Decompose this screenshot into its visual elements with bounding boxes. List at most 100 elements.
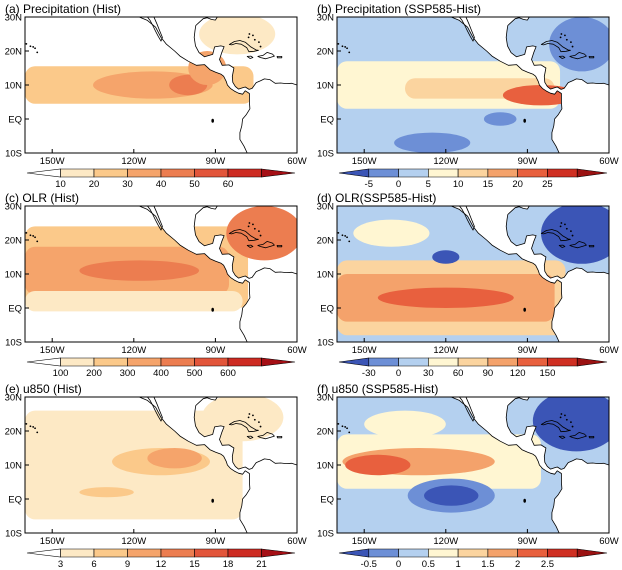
colorbar-segment — [160, 357, 195, 367]
island-11 — [337, 42, 340, 45]
colorbar-label: 10 — [453, 179, 464, 190]
x-tick-label: 150W — [40, 345, 65, 356]
y-tick-label: 20N — [317, 47, 335, 58]
y-tick-label: 10N — [317, 270, 335, 281]
x-tick-label: 120W — [433, 536, 458, 547]
island-9 — [32, 426, 35, 428]
panel-c-map: 150W 120W 90W 60W 30N 20N 10N EQ 10S — [5, 202, 307, 357]
x-tick-label: 150W — [40, 536, 65, 547]
x-tick-label: 90W — [206, 345, 226, 356]
colorbar-segment — [127, 168, 162, 178]
coastline-1 — [138, 17, 297, 153]
land-mask — [25, 397, 297, 533]
colorbar-label: 600 — [220, 368, 236, 379]
island-11 — [25, 42, 28, 45]
colorbar-segment — [368, 168, 399, 178]
colorbar-segment — [398, 357, 429, 367]
coastline-5 — [558, 55, 566, 59]
colorbar-segment — [160, 168, 195, 178]
y-tick-label: 30N — [5, 202, 23, 213]
contour-region-5 — [541, 206, 609, 264]
colorbar-label: 0.5 — [422, 559, 435, 570]
island-1 — [248, 33, 251, 35]
colorbar-segment — [368, 357, 399, 367]
panel-f-title: (f) u850 (SSP585-Hist) — [317, 382, 438, 396]
colorbar-segment — [428, 548, 459, 558]
galapagos-island — [211, 118, 214, 123]
colorbar-segment — [576, 168, 608, 178]
island-2 — [559, 36, 562, 39]
y-tick-label: 10S — [317, 529, 334, 540]
island-6 — [259, 425, 262, 428]
colorbar-segment — [127, 357, 162, 367]
colorbar-label: 60 — [453, 368, 464, 379]
x-tick-label: 120W — [433, 156, 458, 167]
contour-region-6 — [483, 112, 517, 126]
y-tick-label: EQ — [8, 495, 22, 506]
colorbar-label: 3 — [58, 559, 63, 570]
contour-region-3 — [79, 260, 200, 281]
colorbar-segment — [227, 168, 262, 178]
land-mask — [25, 206, 297, 342]
colorbar-label: 150 — [540, 368, 556, 379]
panel-d-colorbar: -30 0 30 60 90 120 150 — [338, 357, 608, 379]
island-5 — [570, 230, 572, 233]
panel-e-title: (e) u850 (Hist) — [5, 382, 82, 396]
coastline-2 — [459, 17, 475, 42]
coastline-5 — [558, 244, 566, 248]
coastline-2 — [147, 17, 163, 42]
coastline-4 — [257, 241, 275, 249]
y-tick-label: 20N — [5, 427, 23, 438]
coastline-5 — [246, 55, 254, 59]
colorbar-segment — [368, 548, 399, 558]
colorbar-label: 30 — [122, 179, 133, 190]
y-tick-label: 30N — [317, 393, 335, 404]
y-tick-label: EQ — [8, 115, 22, 126]
island-8 — [346, 236, 348, 239]
island-10 — [341, 425, 344, 428]
island-1 — [248, 222, 251, 224]
island-4 — [565, 227, 568, 230]
x-tick-label: 60W — [599, 156, 619, 167]
island-8 — [34, 427, 36, 430]
coastline-4 — [569, 52, 587, 60]
colorbar-label: 200 — [86, 368, 102, 379]
colorbar-label: 1 — [455, 559, 460, 570]
island-5 — [258, 41, 260, 44]
panel-a-title: (a) Precipitation (Hist) — [5, 2, 121, 16]
panel-d-map: 150W 120W 90W 60W 30N 20N 10N EQ 10S — [317, 202, 619, 357]
contour-region-8 — [364, 410, 446, 438]
island-9 — [32, 46, 35, 48]
island-6 — [571, 425, 574, 428]
colorbar-label: 20 — [89, 179, 100, 190]
island-11 — [337, 231, 340, 234]
colorbar-segment — [457, 357, 489, 367]
colorbar-segment — [194, 548, 229, 558]
contour-region-4 — [226, 206, 297, 261]
colorbar-segment — [517, 548, 548, 558]
land-mask — [337, 397, 609, 533]
colorbar-label: 2 — [515, 559, 520, 570]
panel-f-map: 150W 120W 90W 60W 30N 20N 10N EQ 10S — [317, 393, 619, 548]
colorbar-segment — [487, 357, 518, 367]
colorbar-segment — [227, 548, 262, 558]
colorbar-label: -5 — [365, 179, 373, 190]
island-10 — [29, 425, 32, 428]
island-10 — [29, 234, 32, 237]
island-8 — [346, 427, 348, 430]
y-tick-label: 10N — [5, 461, 23, 472]
contour-region-6 — [424, 485, 479, 506]
island-2 — [559, 416, 562, 419]
island-2 — [247, 416, 250, 419]
land-mask — [337, 17, 609, 153]
contour-region-7 — [549, 17, 609, 72]
colorbar-label: 12 — [156, 559, 167, 570]
y-tick-label: 10N — [5, 81, 23, 92]
island-6 — [571, 234, 574, 237]
coastline-4 — [569, 432, 587, 440]
colorbar-label: 15 — [483, 179, 494, 190]
coastline-2 — [147, 397, 163, 422]
colorbar-segment — [547, 548, 578, 558]
colorbar-segment — [60, 168, 95, 178]
panel-c: (c) OLR (Hist) 150W 120W 90W 60W 30N 20N 10N EQ… — [5, 191, 307, 379]
